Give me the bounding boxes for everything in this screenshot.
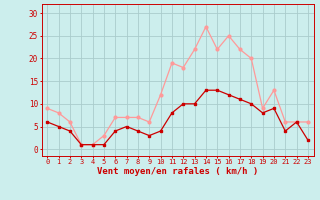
X-axis label: Vent moyen/en rafales ( km/h ): Vent moyen/en rafales ( km/h ) [97, 167, 258, 176]
